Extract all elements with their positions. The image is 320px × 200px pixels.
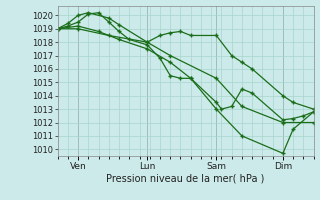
X-axis label: Pression niveau de la mer( hPa ): Pression niveau de la mer( hPa ) bbox=[107, 173, 265, 183]
